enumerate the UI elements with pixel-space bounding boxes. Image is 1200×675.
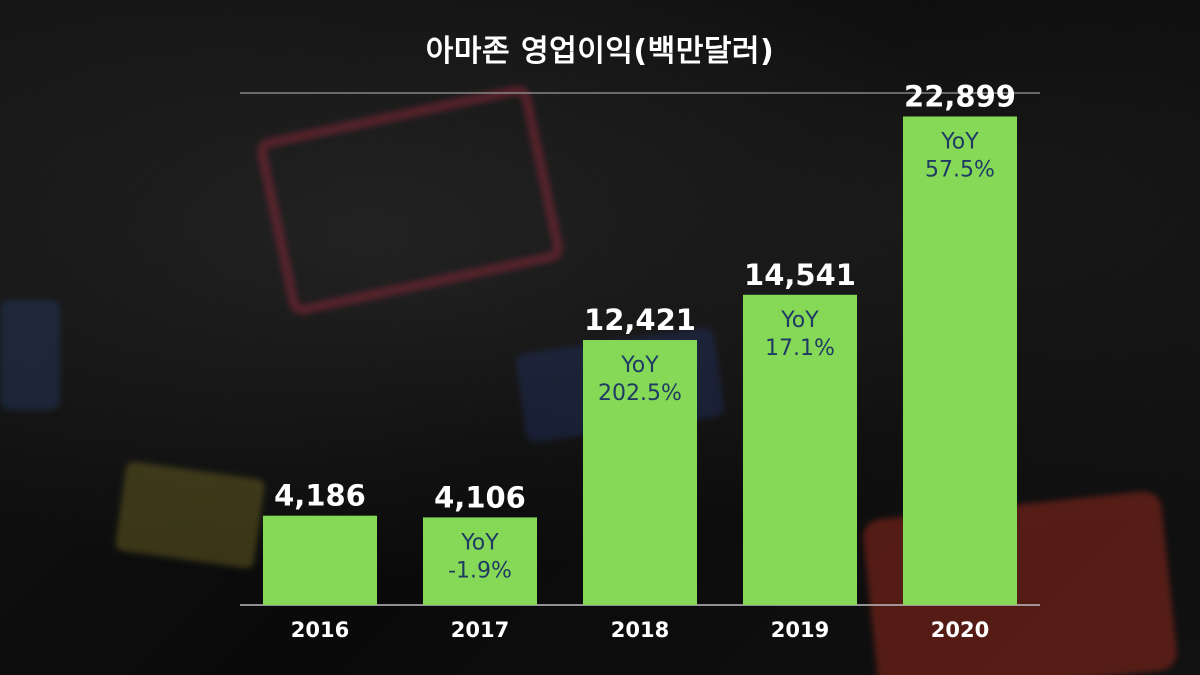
bar-2017 (423, 517, 537, 605)
x-tick-label-2018: 2018 (611, 618, 669, 642)
yoy-label-2020: YoY (940, 129, 979, 154)
bar-2020 (903, 116, 1017, 605)
x-tick-label-2019: 2019 (771, 618, 829, 642)
chart-title: 아마존 영업이익(백만달러) (425, 34, 775, 69)
bar-2018 (583, 340, 697, 605)
bar-2016 (263, 515, 377, 605)
yoy-label-2020: 57.5% (925, 157, 995, 182)
yoy-label-2019: YoY (780, 308, 819, 333)
value-label-2017: 4,106 (434, 480, 526, 514)
value-label-2019: 14,541 (744, 258, 856, 292)
yoy-label-2017: YoY (460, 530, 499, 555)
yoy-label-2019: 17.1% (765, 336, 835, 361)
value-label-2020: 22,899 (904, 79, 1016, 113)
bar-2019 (743, 294, 857, 605)
x-tick-label-2020: 2020 (931, 618, 989, 642)
x-tick-label-2017: 2017 (451, 618, 509, 642)
x-tick-label-2016: 2016 (291, 618, 349, 642)
yoy-label-2018: YoY (620, 353, 659, 378)
yoy-label-2018: 202.5% (598, 381, 682, 406)
value-label-2016: 4,186 (274, 479, 366, 513)
yoy-label-2017: -1.9% (448, 558, 512, 583)
background-decoration (0, 300, 60, 410)
value-label-2018: 12,421 (584, 303, 696, 337)
